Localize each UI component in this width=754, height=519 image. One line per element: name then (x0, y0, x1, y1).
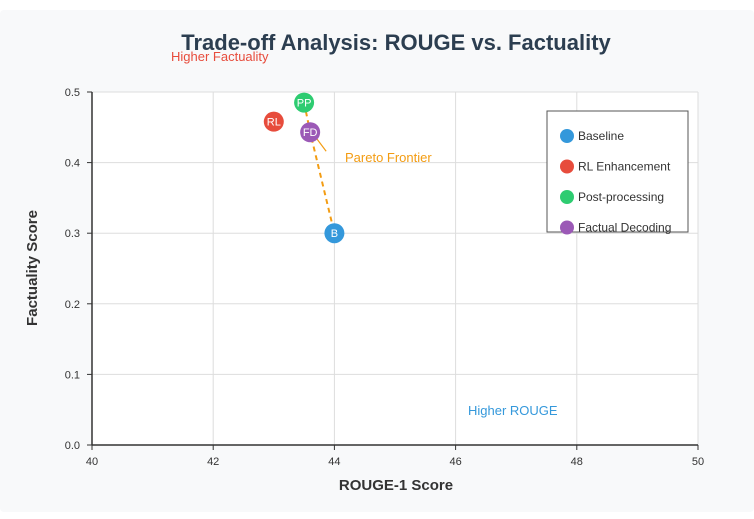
point-fd[interactable] (300, 122, 321, 143)
annotation-higher-factuality: Higher Factuality (171, 49, 269, 64)
y-tick-label: 0.0 (65, 440, 80, 452)
legend-marker (560, 190, 574, 204)
legend-marker (560, 220, 574, 235)
x-tick-label: 42 (207, 456, 219, 468)
y-tick-label: 0.2 (65, 299, 80, 311)
legend-entry: Factual Decoding (578, 221, 671, 235)
point-label-pp: PP (297, 98, 312, 110)
pareto-frontier-label: Pareto Frontier (345, 150, 432, 165)
y-tick-label: 0.5 (65, 87, 80, 99)
point-label-rl: RL (267, 117, 281, 129)
x-tick-label: 40 (86, 456, 98, 468)
point-label-b: B (331, 228, 338, 240)
point-b[interactable] (324, 223, 345, 244)
legend-entry: Baseline (578, 129, 624, 143)
x-tick-label: 50 (692, 456, 704, 468)
y-tick-label: 0.1 (65, 369, 80, 381)
x-tick-label: 44 (328, 456, 340, 468)
y-tick-label: 0.3 (65, 228, 80, 240)
point-label-fd: FD (303, 127, 318, 139)
legend-marker (560, 129, 574, 143)
tick-labels: 40 42 44 46 48 50 0.0 0.1 0.2 0.3 0.4 0.5 (65, 87, 704, 468)
annotation-higher-rouge: Higher ROUGE (468, 403, 558, 418)
legend-entry: RL Enhancement (578, 160, 671, 174)
y-axis-title: Factuality Score (24, 210, 41, 326)
legend-marker (560, 159, 574, 174)
x-tick-label: 48 (571, 456, 583, 468)
legend: Baseline RL Enhancement Post-processing Fac… (546, 110, 689, 235)
point-pp[interactable] (294, 92, 315, 113)
chart-title: Trade-off Analysis: ROUGE vs. Factuality (181, 30, 611, 55)
x-axis-title: ROUGE-1 Score (339, 477, 453, 494)
point-rl[interactable] (263, 111, 284, 132)
axes (87, 91, 699, 450)
data-points: B RL PP FD (263, 92, 345, 244)
x-tick-label: 46 (449, 456, 461, 468)
legend-entry: Post-processing (578, 190, 664, 204)
y-tick-label: 0.4 (65, 158, 80, 170)
